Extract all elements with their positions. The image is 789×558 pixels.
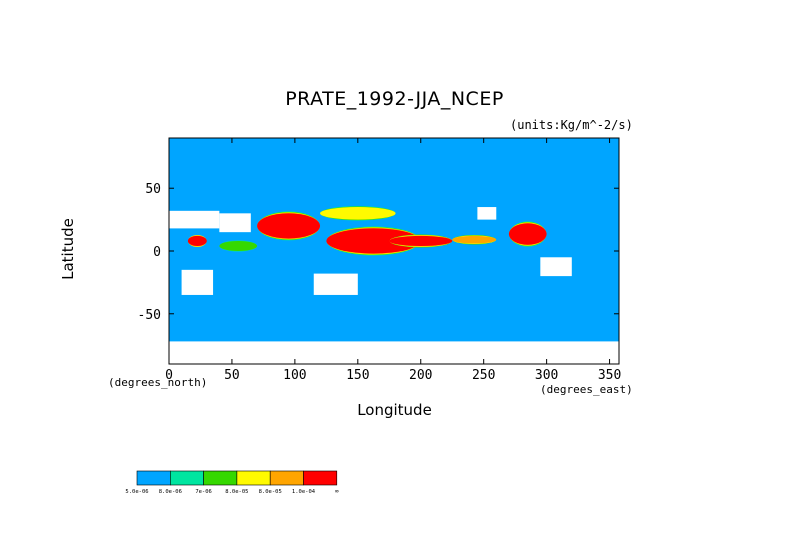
legend-label: 8.0e-05	[225, 489, 248, 495]
dry-region	[477, 207, 497, 220]
precip-contour	[320, 207, 396, 220]
x-tick-label: 300	[535, 368, 558, 383]
legend-swatch	[203, 470, 238, 486]
precip-contour	[508, 223, 547, 245]
dry-region	[181, 269, 214, 295]
x-tick-label: 100	[283, 368, 306, 383]
x-tick-label: 150	[346, 368, 369, 383]
y-tick-label: 50	[145, 182, 161, 197]
precip-contour	[219, 240, 258, 252]
legend-label: 7e-06	[195, 489, 212, 495]
precip-contour	[326, 228, 421, 254]
legend-swatch	[269, 470, 304, 486]
legend-label: 8.0e-05	[259, 489, 282, 495]
map-plot-area	[169, 138, 619, 364]
x-tick-label: 0	[165, 368, 173, 383]
chart-title: PRATE_1992-JJA_NCEP	[285, 88, 504, 110]
legend-swatch	[236, 470, 271, 486]
precip-contour	[187, 235, 207, 246]
x-units-label: (degrees_east)	[540, 383, 633, 396]
dry-region	[540, 257, 572, 277]
legend-label: 5.0e-06	[125, 489, 148, 495]
legend-swatch	[170, 470, 204, 486]
y-units-label: (degrees_north)	[108, 376, 208, 389]
precip-contour	[452, 235, 497, 244]
x-tick-label: 250	[472, 368, 495, 383]
legend-end-label: ∞	[335, 488, 339, 495]
precip-contour	[389, 235, 453, 246]
legend-label: 1.0e-04	[292, 489, 316, 495]
x-tick-label: 50	[224, 368, 240, 383]
legend-swatch	[303, 470, 338, 486]
y-tick-label: -50	[138, 308, 161, 323]
x-tick-label: 200	[409, 368, 432, 383]
x-tick-label: 350	[598, 368, 621, 383]
dry-region	[219, 213, 251, 233]
y-tick-label: 0	[153, 245, 161, 260]
dry-region	[313, 273, 358, 295]
units-label: (units:Kg/m^-2/s)	[510, 118, 633, 132]
color-legend: 5.0e-06 8.0e-06 7e-06 8.0e-05 8.0e-05 1.0e-04…	[125, 470, 339, 495]
dry-region	[169, 210, 220, 229]
legend-swatch	[136, 470, 171, 486]
precip-contour	[257, 213, 321, 239]
map-axes: 0 50 100 150 200 250 300 350 -50 0 50	[138, 137, 621, 383]
dry-region	[169, 341, 619, 364]
legend-label: 8.0e-06	[159, 489, 182, 495]
x-axis-label: Longitude	[357, 401, 432, 419]
